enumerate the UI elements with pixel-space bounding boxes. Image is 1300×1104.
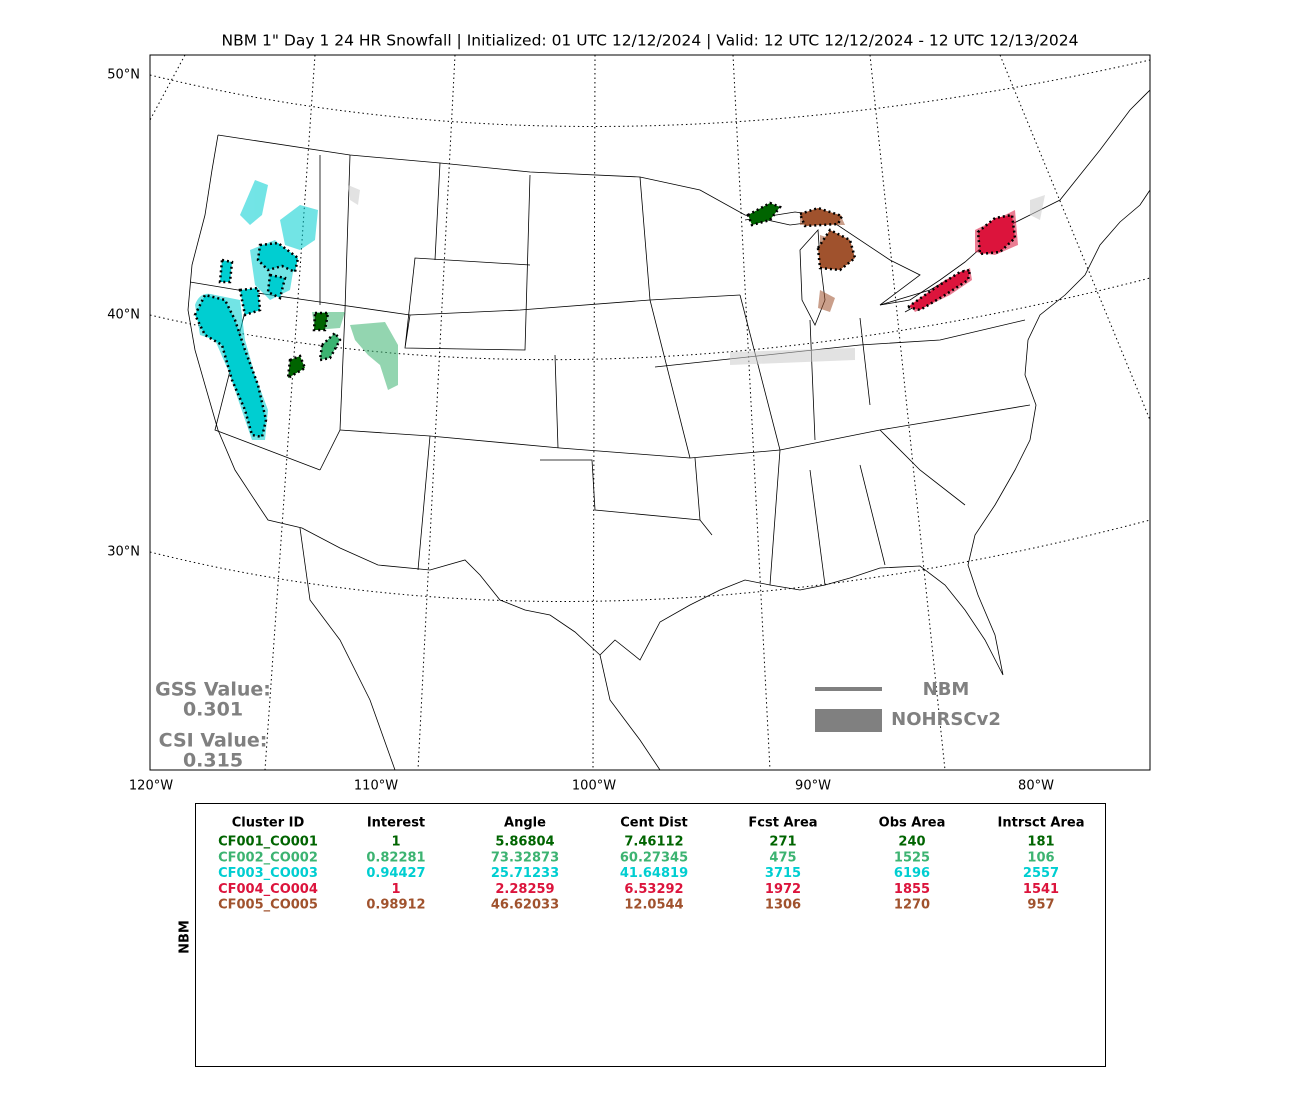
stats-table: NBM Cluster ID Interest Angle Cent Dist Fcst… [178, 803, 1106, 1067]
table-cell: 2.28259 [495, 882, 554, 897]
map: 50°N 40°N 30°N 120°W 110°W 100°W 90°W 80°W GSS … [107, 54, 1151, 794]
lat-label: 40°N [107, 308, 140, 323]
table-cell: 6196 [894, 866, 930, 881]
table-cell: 1541 [1023, 882, 1059, 897]
gss-label: GSS Value: [155, 679, 271, 701]
legend-swatch [815, 709, 882, 732]
table-cell: 5.86804 [495, 835, 554, 850]
table-cell: 0.82281 [366, 850, 425, 865]
table-cell: 41.64819 [620, 866, 688, 881]
table-cell: 12.0544 [624, 898, 683, 913]
table-cell: 1855 [894, 882, 930, 897]
table-cell: 0.94427 [366, 866, 425, 881]
legend: NBM NOHRSCv2 [815, 679, 1001, 732]
lon-label: 100°W [572, 779, 616, 794]
lat-label: 30°N [107, 545, 140, 560]
gss-value: 0.301 [183, 699, 243, 721]
column-header: Cent Dist [620, 816, 688, 831]
table-cell: 46.62033 [491, 898, 559, 913]
table-cell: 1 [391, 882, 400, 897]
table-cell: 1972 [765, 882, 801, 897]
table-cell: 6.53292 [624, 882, 683, 897]
table-cell: 25.71233 [491, 866, 559, 881]
table-cell: 1270 [894, 898, 930, 913]
column-header: Obs Area [879, 816, 946, 831]
table-cell: 7.46112 [624, 835, 683, 850]
table-cell: CF005_CO005 [218, 898, 318, 913]
table-cell: CF003_CO003 [218, 866, 318, 881]
table-cell: CF002_CO002 [218, 850, 318, 865]
table-cell: 0.98912 [366, 898, 425, 913]
title: NBM 1" Day 1 24 HR Snowfall | Initialize… [221, 32, 1078, 50]
legend-label: NOHRSCv2 [891, 709, 1001, 730]
table-cell: 1525 [894, 850, 930, 865]
column-header: Fcst Area [748, 816, 817, 831]
side-label: NBM [178, 920, 193, 954]
lon-label: 80°W [1018, 779, 1054, 794]
csi-label: CSI Value: [159, 730, 268, 752]
column-header: Intrsct Area [998, 816, 1085, 831]
table-cell: 2557 [1023, 866, 1059, 881]
column-header: Angle [504, 816, 546, 831]
column-header: Interest [367, 816, 425, 831]
table-cell: 106 [1027, 850, 1054, 865]
table-cell: 957 [1027, 898, 1054, 913]
table-cell: CF001_CO001 [218, 835, 318, 850]
table-cell: 73.32873 [491, 850, 559, 865]
csi-value: 0.315 [183, 750, 243, 772]
lon-label: 90°W [795, 779, 831, 794]
scores: GSS Value: 0.301 CSI Value: 0.315 [155, 679, 271, 772]
column-header: Cluster ID [232, 816, 305, 831]
table-cell: 475 [769, 850, 796, 865]
lat-label: 50°N [107, 68, 140, 83]
table-cell: CF004_CO004 [218, 882, 318, 897]
table-cell: 240 [898, 835, 925, 850]
table-cell: 3715 [765, 866, 801, 881]
lon-label: 110°W [354, 779, 398, 794]
table-cell: 1306 [765, 898, 801, 913]
table-cell: 1 [391, 835, 400, 850]
table-cell: 60.27345 [620, 850, 688, 865]
lon-label: 120°W [129, 779, 173, 794]
table-cell: 271 [769, 835, 796, 850]
legend-label: NBM [923, 679, 970, 700]
table-cell: 181 [1027, 835, 1054, 850]
